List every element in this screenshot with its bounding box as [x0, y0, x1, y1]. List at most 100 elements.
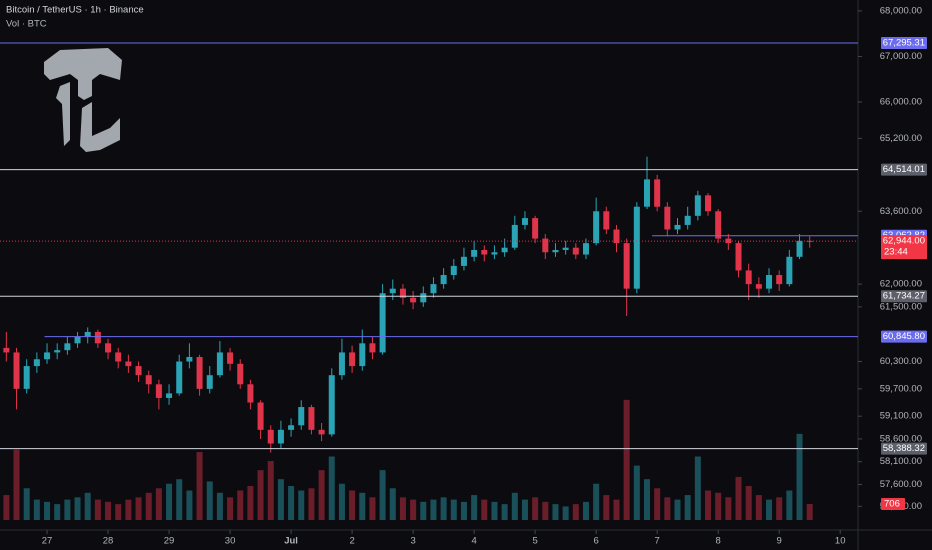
- candle-body: [3, 347, 10, 353]
- level-label-bg: [881, 330, 927, 343]
- volume-title: Vol · BTC: [6, 19, 47, 30]
- candle-body: [440, 275, 447, 285]
- volume-bar: [23, 488, 30, 520]
- volume-bar: [491, 501, 498, 520]
- volume-bar: [623, 399, 630, 520]
- candle-body: [216, 352, 223, 376]
- volume-bar: [277, 479, 284, 520]
- level-label-bg: [881, 37, 927, 50]
- last-price-bg: [881, 235, 927, 260]
- x-tick-label: 9: [777, 536, 782, 547]
- y-tick-label: 60,300.00: [880, 356, 922, 367]
- volume-bar: [471, 495, 478, 520]
- volume-bar: [776, 497, 783, 520]
- candle-body: [603, 211, 610, 230]
- level-label: 61,734.27: [883, 291, 925, 302]
- candle-body: [643, 179, 650, 207]
- candle-body: [74, 336, 81, 344]
- candle-body: [349, 352, 356, 367]
- x-tick-label: 10: [835, 536, 846, 547]
- candle-body: [33, 359, 40, 367]
- volume-bar: [389, 488, 396, 520]
- candle-body: [613, 229, 620, 244]
- candle-body: [54, 350, 61, 353]
- volume-bar: [715, 492, 722, 520]
- volume-bar: [562, 506, 569, 520]
- volume-bar: [532, 497, 539, 520]
- volume-bar: [359, 492, 366, 520]
- candle-body: [654, 179, 661, 207]
- level-label: 60,845.80: [883, 331, 925, 342]
- candle-body: [44, 352, 51, 360]
- candle-body: [13, 352, 20, 389]
- volume-bar: [64, 499, 71, 520]
- candle-body: [725, 238, 732, 244]
- candle-body: [735, 243, 742, 271]
- x-tick-label: 8: [716, 536, 721, 547]
- volume-bar: [633, 465, 640, 520]
- level-label-bg: [881, 290, 927, 303]
- volume-bar: [603, 495, 610, 520]
- x-tick-label: Jul: [284, 536, 298, 547]
- volume-bar: [755, 495, 762, 520]
- candle-body: [521, 218, 528, 225]
- candle-body: [582, 243, 589, 255]
- y-tick-label: 62,000.00: [880, 279, 922, 290]
- candle-body: [491, 252, 498, 255]
- volume-bar: [664, 497, 671, 520]
- volume-bar: [54, 504, 61, 520]
- candle-body: [115, 352, 122, 362]
- candle-body: [288, 425, 295, 430]
- volume-bar: [115, 504, 122, 520]
- x-tick-label: 5: [532, 536, 537, 547]
- candle-body: [715, 211, 722, 239]
- volume-bar: [227, 497, 234, 520]
- candle-body: [776, 275, 783, 285]
- volume-bar: [806, 503, 813, 520]
- candle-body: [379, 293, 386, 353]
- candle-body: [267, 429, 274, 444]
- volume-bar: [521, 499, 528, 520]
- volume-bar: [105, 501, 112, 520]
- candle-body: [227, 352, 234, 364]
- volume-bar: [257, 470, 264, 520]
- volume-bar: [572, 504, 579, 520]
- volume-bar: [481, 499, 488, 520]
- y-tick-label: 63,600.00: [880, 206, 922, 217]
- logo-c: [80, 102, 120, 152]
- volume-bar: [786, 490, 793, 520]
- level-label: 67,295.31: [883, 38, 925, 49]
- volume-bar: [288, 486, 295, 520]
- x-tick-label: 4: [471, 536, 476, 547]
- volume-bar: [13, 449, 20, 520]
- y-tick-label: 59,700.00: [880, 383, 922, 394]
- candle-body: [206, 375, 213, 389]
- volume-bar: [216, 492, 223, 520]
- volume-bar: [460, 501, 467, 520]
- candle-body: [84, 331, 91, 337]
- candle-body: [532, 218, 539, 239]
- candle-body: [125, 361, 132, 367]
- volume-bar: [3, 495, 10, 520]
- volume-bar: [308, 488, 315, 520]
- candle-body: [623, 243, 630, 289]
- last-price-label: 62,944.00: [883, 236, 925, 247]
- volume-bar: [186, 490, 193, 520]
- volume-label-bg: [881, 497, 905, 510]
- volume-bar: [542, 501, 549, 520]
- candle-body: [766, 275, 773, 289]
- candle-body: [430, 284, 437, 294]
- candle-body: [786, 256, 793, 285]
- logo: [44, 48, 122, 152]
- volume-bar: [176, 479, 183, 520]
- x-tick-label: 7: [655, 536, 660, 547]
- candle-body: [806, 240, 813, 242]
- level-label: 58,388.32: [883, 443, 925, 454]
- candle-body: [94, 331, 101, 344]
- candle-body: [298, 407, 305, 426]
- x-tick-label: 3: [410, 536, 415, 547]
- volume-bar: [745, 486, 752, 520]
- volume-bar: [694, 456, 701, 520]
- volume-bar: [552, 504, 559, 520]
